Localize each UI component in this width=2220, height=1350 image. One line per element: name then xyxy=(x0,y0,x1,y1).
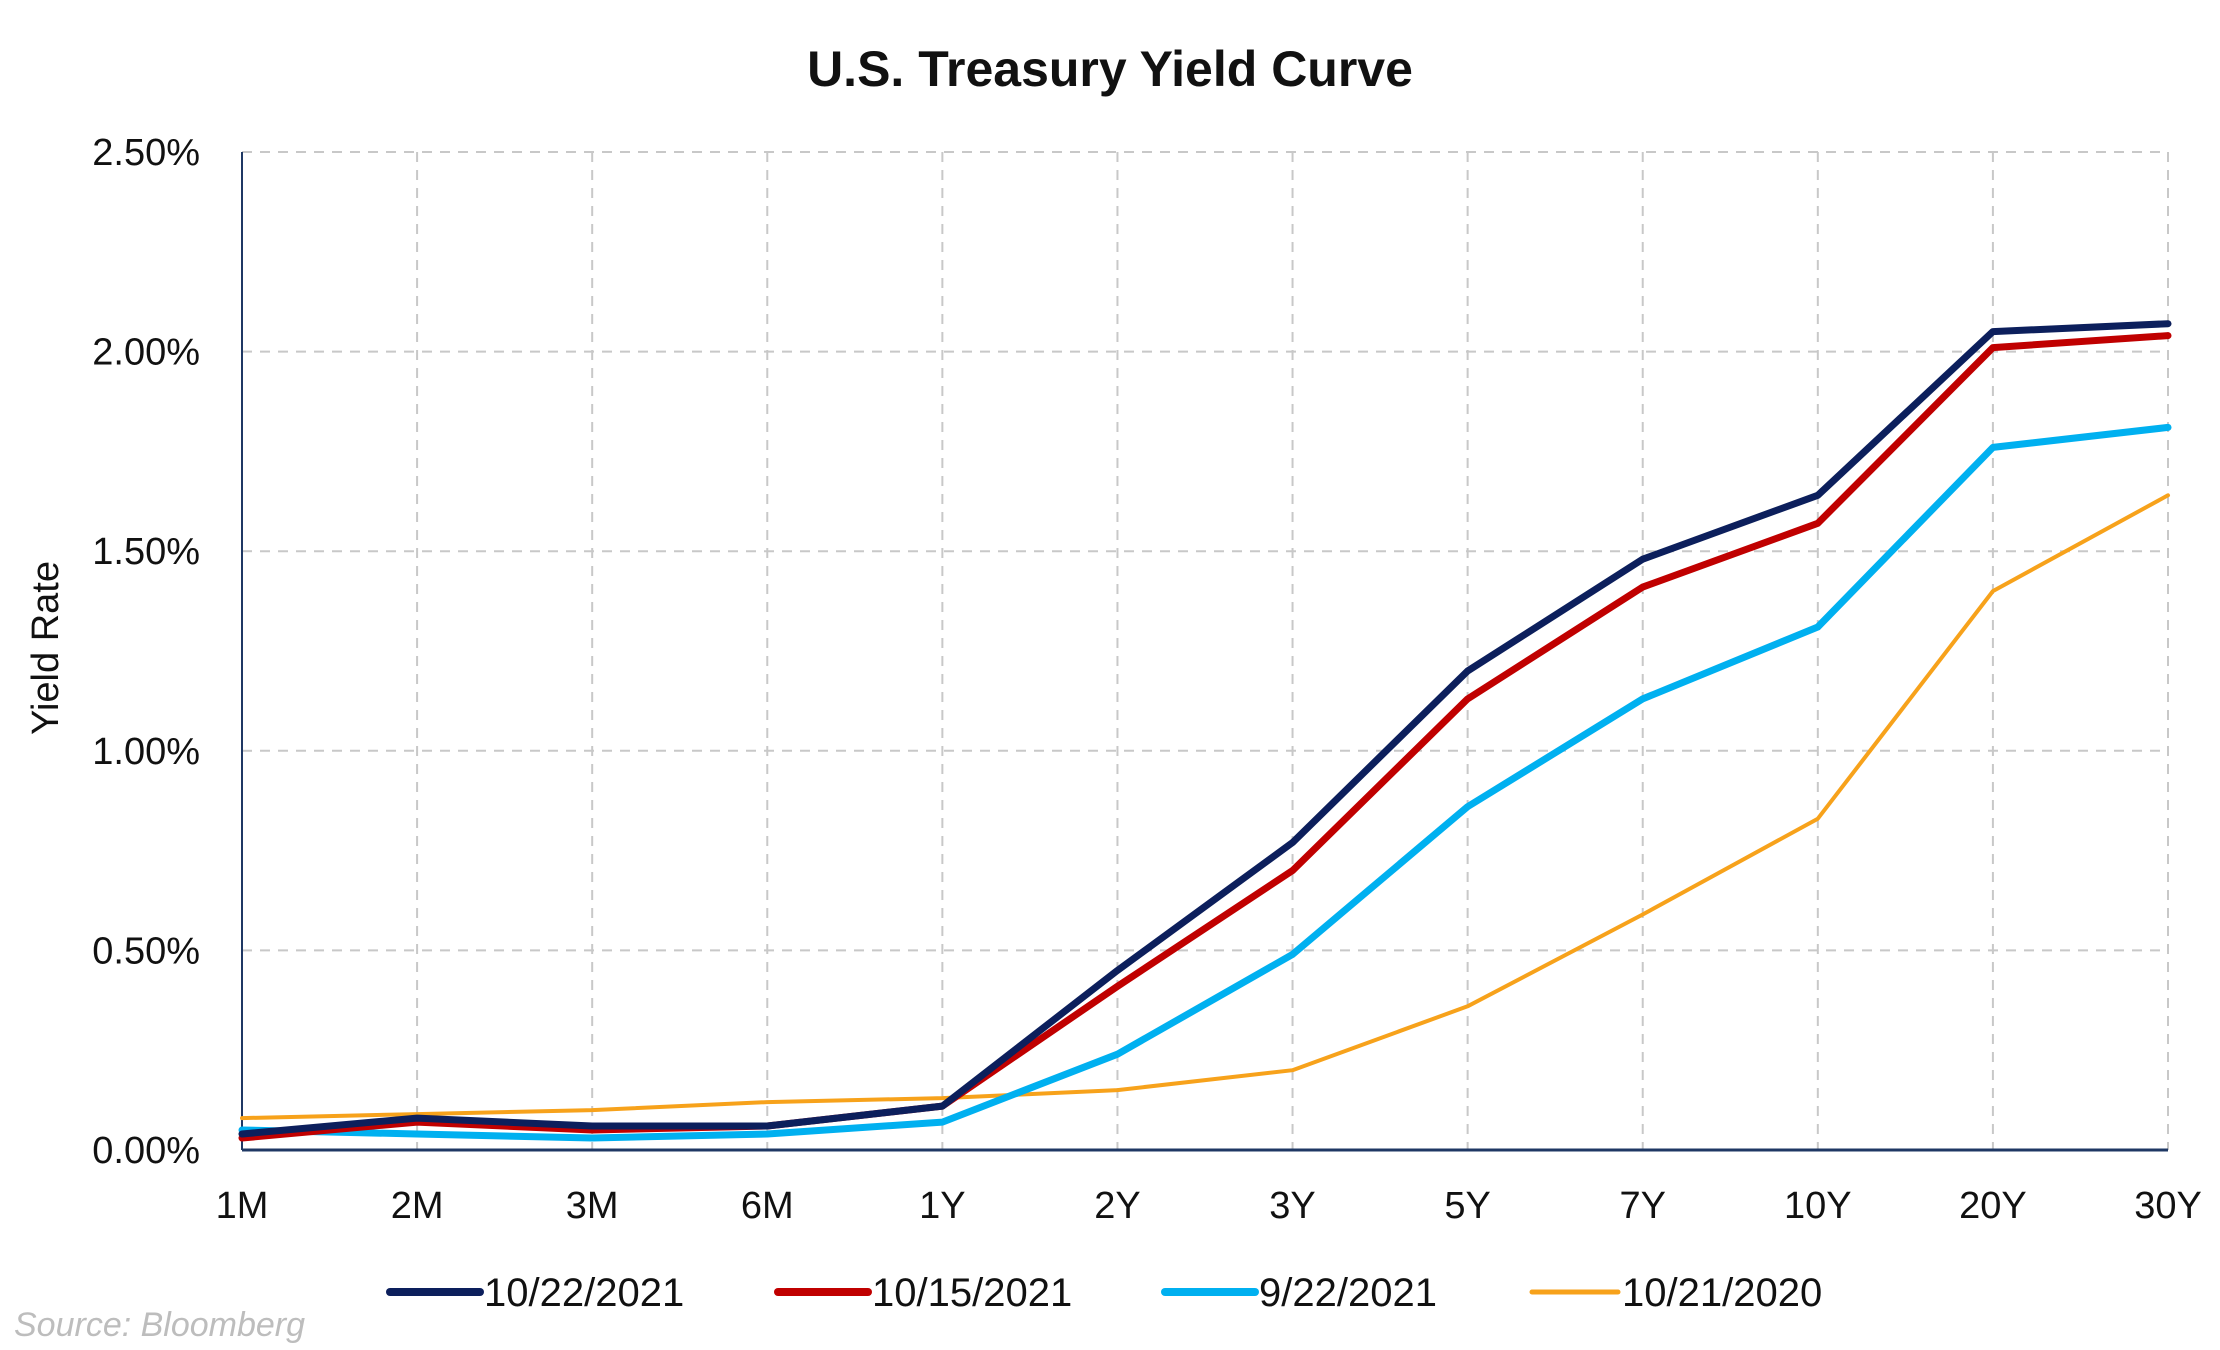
legend-label: 10/15/2021 xyxy=(872,1271,1072,1315)
x-tick-label: 2Y xyxy=(1094,1185,1140,1227)
legend-item: 9/22/2021 xyxy=(1161,1271,1437,1315)
x-tick-label: 10Y xyxy=(1784,1185,1852,1227)
x-tick-label: 6M xyxy=(741,1185,794,1227)
series-lines xyxy=(238,320,2172,1142)
x-tick-label: 1Y xyxy=(919,1185,965,1227)
x-tick-label: 20Y xyxy=(1959,1185,2027,1227)
x-tick-labels: 1M 2M 3M 6M 1Y 2Y 3Y 5Y 7Y 10Y 20Y 30Y xyxy=(216,1185,2202,1227)
x-tick-label: 3Y xyxy=(1269,1185,1315,1227)
x-tick-label: 5Y xyxy=(1444,1185,1490,1227)
y-axis-label: Yield Rate xyxy=(25,561,67,735)
x-tick-label: 3M xyxy=(566,1185,619,1227)
y-tick-label: 1.50% xyxy=(92,531,200,573)
series-line-4 xyxy=(240,493,2170,1121)
y-tick-label: 2.50% xyxy=(92,132,200,174)
y-tick-labels: 0.00% 0.50% 1.00% 1.50% 2.00% 2.50% xyxy=(92,132,200,1172)
legend: 10/22/2021 10/15/2021 9/22/2021 10/21/2020 xyxy=(386,1271,1822,1315)
chart-title: U.S. Treasury Yield Curve xyxy=(807,41,1413,97)
legend-item: 10/22/2021 xyxy=(386,1271,684,1315)
legend-item: 10/15/2021 xyxy=(774,1271,1072,1315)
legend-label: 10/22/2021 xyxy=(484,1271,684,1315)
series-line-3 xyxy=(238,423,2172,1142)
series-line-1 xyxy=(238,320,2172,1138)
x-tick-label: 1M xyxy=(216,1185,269,1227)
y-tick-label: 1.00% xyxy=(92,731,200,773)
x-tick-label: 7Y xyxy=(1619,1185,1665,1227)
legend-label: 10/21/2020 xyxy=(1622,1271,1822,1315)
x-tick-label: 30Y xyxy=(2134,1185,2202,1227)
axes xyxy=(241,152,2168,1152)
legend-item: 10/21/2020 xyxy=(1529,1271,1822,1315)
y-tick-label: 0.50% xyxy=(92,930,200,972)
grid-lines xyxy=(242,151,2169,1150)
x-tick-label: 2M xyxy=(391,1185,444,1227)
source-label: Source: Bloomberg xyxy=(14,1306,305,1344)
y-tick-label: 0.00% xyxy=(92,1130,200,1172)
legend-label: 9/22/2021 xyxy=(1259,1271,1437,1315)
series-line-2 xyxy=(238,332,2172,1142)
y-tick-label: 2.00% xyxy=(92,332,200,374)
